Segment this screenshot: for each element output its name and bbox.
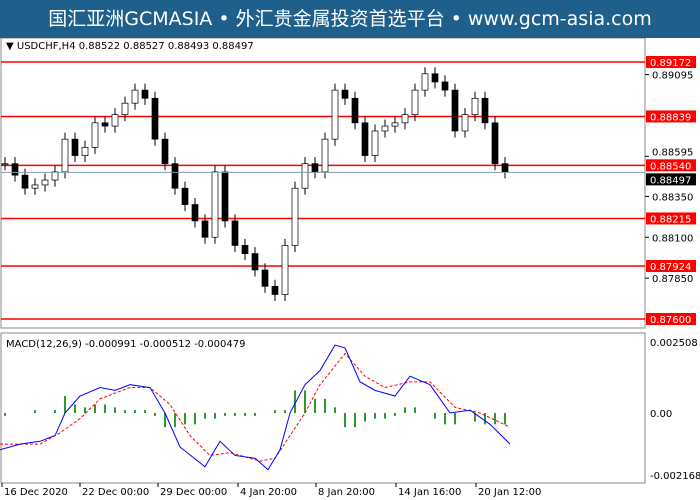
- candle-body: [321, 138, 329, 173]
- time-label: 22 Dec 00:00: [82, 487, 149, 498]
- candle-body: [211, 171, 219, 238]
- macd-label: MACD(12,26,9) -0.000991 -0.000512 -0.000…: [6, 339, 245, 350]
- price-chart[interactable]: 0.89172 0.88839 0.88540 0.88215 0.87924 0.876…: [0, 38, 700, 500]
- level-label: 0.88540: [650, 161, 691, 172]
- candle-body: [71, 138, 79, 156]
- time-label: 8 Jan 20:00: [318, 487, 375, 498]
- candle-body: [111, 114, 119, 127]
- candle-body: [171, 163, 179, 189]
- price-tick: 0.88595: [652, 147, 693, 158]
- candle-body: [241, 245, 249, 254]
- candle-body: [151, 97, 159, 140]
- price-tick: 0.87850: [652, 274, 693, 285]
- candle-body: [291, 187, 299, 246]
- price-tick: 0.89095: [652, 71, 693, 82]
- candle-body: [81, 146, 89, 156]
- candle-body: [231, 220, 239, 246]
- time-label: 20 Jan 12:00: [478, 487, 541, 498]
- candle-body: [391, 122, 399, 127]
- candle-body: [281, 245, 289, 295]
- time-label: 16 Dec 2020: [4, 487, 68, 498]
- macd-tick: -0.002168: [650, 471, 700, 482]
- candle-body: [411, 89, 419, 115]
- candle-body: [421, 73, 429, 91]
- candle-body: [11, 163, 19, 176]
- candle-body: [431, 73, 439, 83]
- macd-panel-frame: [0, 332, 646, 484]
- candle-body: [1, 163, 9, 166]
- candle-body: [21, 174, 29, 189]
- candle-body: [31, 184, 39, 189]
- candle-body: [381, 125, 389, 132]
- macd-main-line: [0, 344, 511, 471]
- candle-body: [131, 89, 139, 104]
- candle-body: [191, 204, 199, 222]
- candle-body: [101, 122, 109, 127]
- candle-body: [221, 171, 229, 222]
- candle-body: [311, 163, 319, 173]
- candle-body: [341, 89, 349, 99]
- level-label: 0.87924: [650, 262, 691, 273]
- symbol-header: ▼ USDCHF,H4 0.88522 0.88527 0.88493 0.88…: [6, 41, 254, 52]
- candle-body: [501, 163, 509, 173]
- level-label-bg: [646, 260, 696, 273]
- candle-body: [201, 220, 209, 238]
- main-panel-frame: [0, 38, 646, 329]
- level-label-bg: [646, 56, 696, 68]
- candle-body: [251, 253, 259, 271]
- level-label: 0.88215: [650, 214, 691, 225]
- time-label: 29 Dec 00:00: [160, 487, 227, 498]
- candle-body: [91, 122, 99, 148]
- candle-body: [271, 285, 279, 295]
- macd-tick: 0.00: [650, 409, 672, 420]
- candle-body: [481, 97, 489, 124]
- candle-body: [371, 130, 379, 156]
- current-price-label: 0.88497: [650, 175, 691, 186]
- candle-body: [161, 138, 169, 165]
- candle-body: [121, 102, 129, 115]
- candle-body: [141, 89, 149, 99]
- candle-body: [441, 81, 449, 91]
- level-label-bg: [646, 313, 696, 326]
- banner: 国汇亚洲GCMASIA • 外汇贵金属投资首选平台 • www.gcm-asia…: [0, 0, 700, 38]
- candle-body: [351, 97, 359, 124]
- candle-body: [491, 122, 499, 165]
- candle-body: [61, 138, 69, 173]
- level-label-bg: [646, 159, 696, 172]
- current-price-bg: [646, 173, 696, 186]
- candle-body: [301, 163, 309, 189]
- candle-body: [401, 114, 409, 124]
- level-label: 0.87600: [650, 315, 691, 326]
- candle-body: [461, 114, 469, 132]
- candle-body: [181, 187, 189, 205]
- time-label: 4 Jan 20:00: [240, 487, 297, 498]
- price-tick: 0.88350: [652, 192, 693, 203]
- candle-body: [41, 179, 49, 186]
- candle-body: [331, 89, 339, 140]
- candle-body: [471, 97, 479, 115]
- macd-signal-line: [0, 352, 511, 462]
- macd-tick: 0.002508: [650, 338, 698, 349]
- level-label: 0.88839: [650, 112, 691, 123]
- level-label: 0.89172: [650, 58, 691, 69]
- price-tick: 0.88100: [652, 233, 693, 244]
- candle-body: [361, 122, 369, 156]
- candle-body: [51, 171, 59, 181]
- level-label-bg: [646, 212, 696, 225]
- time-label: 14 Jan 16:00: [398, 487, 461, 498]
- candle-body: [451, 89, 459, 132]
- level-label-bg: [646, 110, 696, 123]
- candle-body: [261, 269, 269, 287]
